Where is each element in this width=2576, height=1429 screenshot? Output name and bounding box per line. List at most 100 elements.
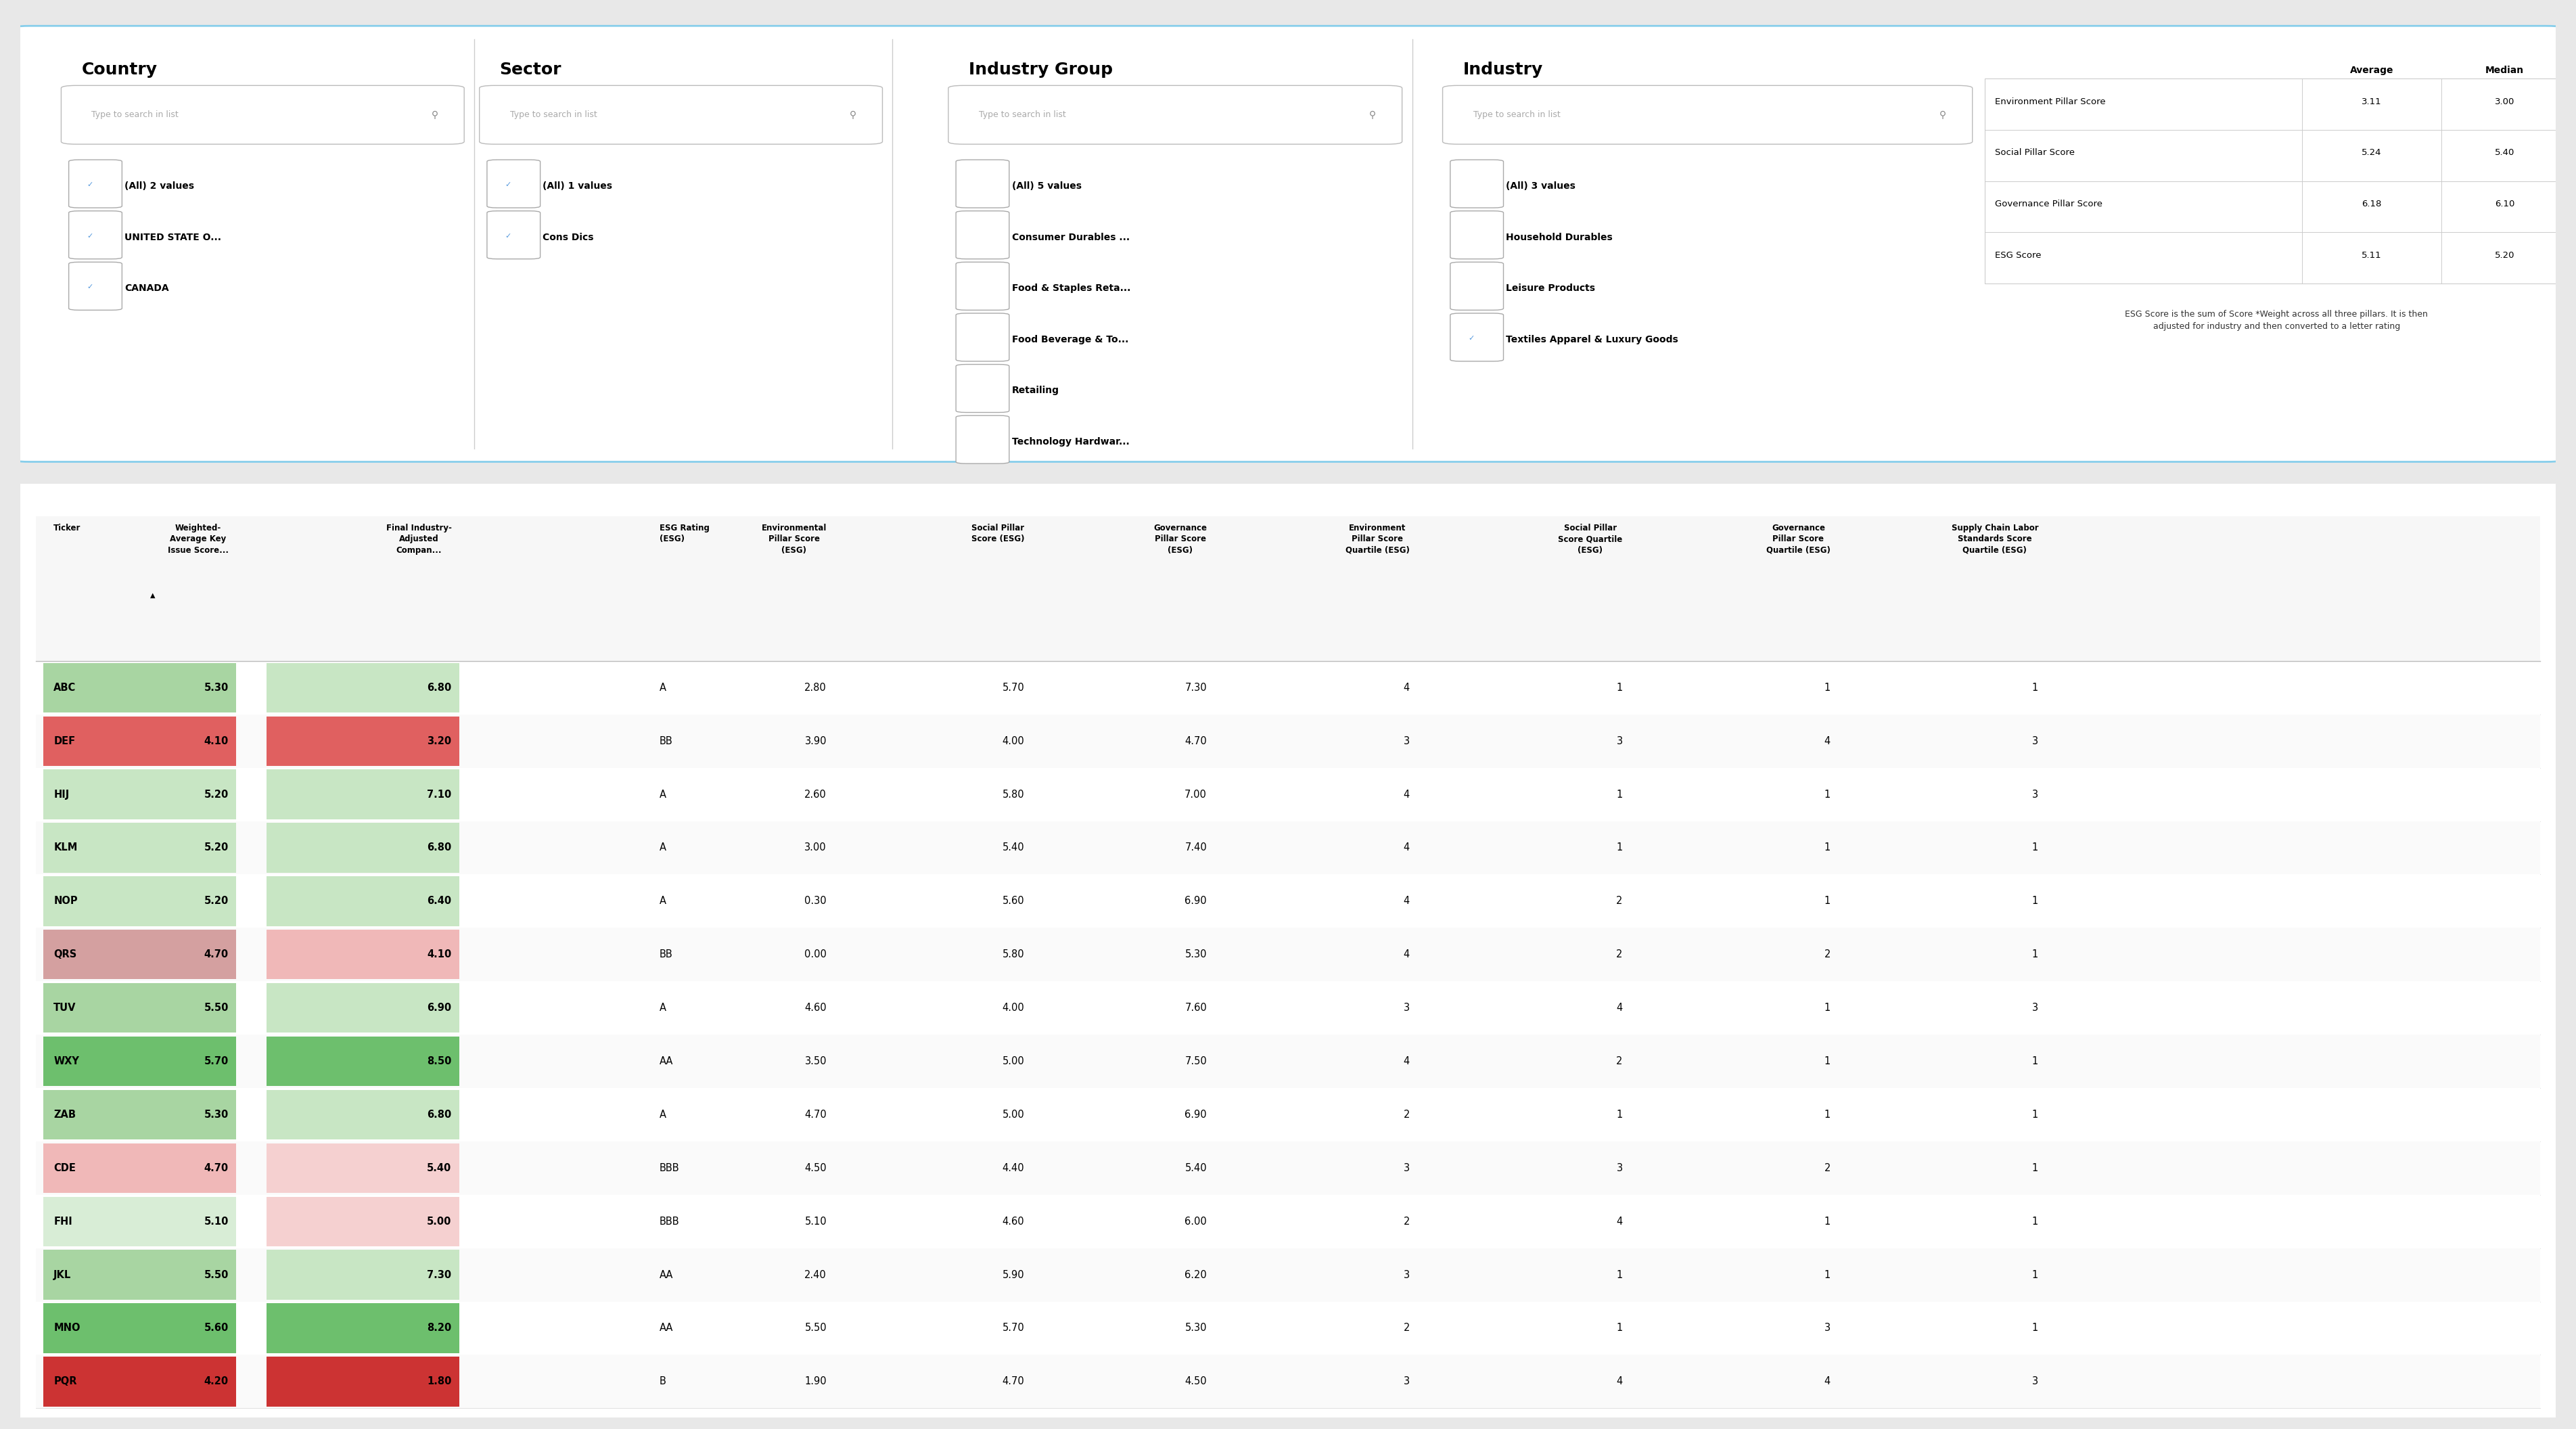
Text: 5.00: 5.00 bbox=[428, 1216, 451, 1226]
Text: 1: 1 bbox=[2032, 843, 2038, 853]
Bar bbox=[265, 770, 459, 819]
Text: 3.20: 3.20 bbox=[428, 736, 451, 746]
FancyBboxPatch shape bbox=[1450, 262, 1504, 310]
Text: 5.80: 5.80 bbox=[1002, 789, 1025, 799]
Bar bbox=[44, 663, 237, 713]
Text: 6.40: 6.40 bbox=[428, 896, 451, 906]
Text: 4.10: 4.10 bbox=[204, 736, 229, 746]
Text: BB: BB bbox=[659, 736, 672, 746]
Text: Type to search in list: Type to search in list bbox=[979, 110, 1066, 119]
Text: 4: 4 bbox=[1615, 1376, 1623, 1386]
Text: 7.10: 7.10 bbox=[428, 789, 451, 799]
Text: 3.00: 3.00 bbox=[2494, 97, 2514, 106]
Text: ✓: ✓ bbox=[88, 181, 93, 189]
Text: 3.00: 3.00 bbox=[804, 843, 827, 853]
Text: 5.50: 5.50 bbox=[204, 1270, 229, 1280]
Text: 5.00: 5.00 bbox=[1002, 1056, 1025, 1066]
Text: 5.40: 5.40 bbox=[428, 1163, 451, 1173]
Bar bbox=[36, 822, 2540, 875]
Text: BBB: BBB bbox=[659, 1216, 680, 1226]
Text: Average: Average bbox=[2349, 66, 2393, 76]
Text: 3: 3 bbox=[1404, 1270, 1409, 1280]
Text: 1: 1 bbox=[2032, 1109, 2038, 1120]
Text: 2: 2 bbox=[1824, 949, 1832, 960]
Text: 1: 1 bbox=[2032, 896, 2038, 906]
Text: Textiles Apparel & Luxury Goods: Textiles Apparel & Luxury Goods bbox=[1507, 334, 1680, 344]
Text: ESG Rating
(ESG): ESG Rating (ESG) bbox=[659, 523, 708, 543]
Text: 1: 1 bbox=[1824, 843, 1832, 853]
FancyBboxPatch shape bbox=[62, 86, 464, 144]
Bar bbox=[36, 982, 2540, 1035]
Text: 1: 1 bbox=[1824, 1216, 1832, 1226]
Bar bbox=[265, 1303, 459, 1353]
Bar bbox=[36, 1087, 2540, 1142]
Text: DEF: DEF bbox=[54, 736, 75, 746]
Bar bbox=[44, 930, 237, 979]
FancyBboxPatch shape bbox=[1450, 313, 1504, 362]
Text: PQR: PQR bbox=[54, 1376, 77, 1386]
Text: AA: AA bbox=[659, 1270, 672, 1280]
FancyBboxPatch shape bbox=[1450, 160, 1504, 207]
Text: ABC: ABC bbox=[54, 683, 77, 693]
Text: 4.00: 4.00 bbox=[1002, 736, 1025, 746]
FancyBboxPatch shape bbox=[956, 313, 1010, 362]
Text: 6.80: 6.80 bbox=[428, 1109, 451, 1120]
Text: 3: 3 bbox=[1615, 736, 1623, 746]
Text: Weighted-
Average Key
Issue Score...: Weighted- Average Key Issue Score... bbox=[167, 523, 229, 554]
Text: 4: 4 bbox=[1615, 1216, 1623, 1226]
Text: 4.70: 4.70 bbox=[804, 1109, 827, 1120]
Text: 3: 3 bbox=[1404, 1376, 1409, 1386]
Text: B: B bbox=[659, 1376, 667, 1386]
Text: A: A bbox=[659, 1003, 667, 1013]
Text: 6.90: 6.90 bbox=[1185, 896, 1208, 906]
Text: Type to search in list: Type to search in list bbox=[1473, 110, 1561, 119]
Text: HIJ: HIJ bbox=[54, 789, 70, 799]
FancyBboxPatch shape bbox=[948, 86, 1401, 144]
Text: 6.20: 6.20 bbox=[1185, 1270, 1208, 1280]
Text: Final Industry-
Adjusted
Compan...: Final Industry- Adjusted Compan... bbox=[386, 523, 451, 554]
Text: 5.40: 5.40 bbox=[1185, 1163, 1208, 1173]
Text: 5.70: 5.70 bbox=[1002, 683, 1025, 693]
Text: 1: 1 bbox=[2032, 1270, 2038, 1280]
Text: 1: 1 bbox=[1824, 1056, 1832, 1066]
Text: 5.70: 5.70 bbox=[204, 1056, 229, 1066]
Bar bbox=[265, 663, 459, 713]
Text: 1: 1 bbox=[1824, 1003, 1832, 1013]
Text: 3: 3 bbox=[1404, 1163, 1409, 1173]
Bar bbox=[36, 516, 2540, 662]
Text: ZAB: ZAB bbox=[54, 1109, 75, 1120]
Text: Leisure Products: Leisure Products bbox=[1507, 283, 1595, 293]
Bar bbox=[44, 823, 237, 873]
Bar bbox=[265, 1250, 459, 1299]
FancyBboxPatch shape bbox=[956, 211, 1010, 259]
Text: A: A bbox=[659, 1109, 667, 1120]
Bar bbox=[36, 1035, 2540, 1087]
Text: 0.00: 0.00 bbox=[804, 949, 827, 960]
Bar bbox=[36, 662, 2540, 714]
Text: A: A bbox=[659, 683, 667, 693]
Text: 4.70: 4.70 bbox=[1002, 1376, 1025, 1386]
Text: (All) 5 values: (All) 5 values bbox=[1012, 181, 1082, 190]
Bar bbox=[265, 823, 459, 873]
Text: Median: Median bbox=[2486, 66, 2524, 76]
Text: A: A bbox=[659, 896, 667, 906]
Text: 5.80: 5.80 bbox=[1002, 949, 1025, 960]
Text: 5.20: 5.20 bbox=[2494, 250, 2514, 260]
Text: Technology Hardwar...: Technology Hardwar... bbox=[1012, 437, 1128, 446]
Bar bbox=[36, 1248, 2540, 1302]
Text: 2: 2 bbox=[1824, 1163, 1832, 1173]
Text: 1: 1 bbox=[1615, 843, 1623, 853]
Text: Governance Pillar Score: Governance Pillar Score bbox=[1996, 200, 2102, 209]
Text: BBB: BBB bbox=[659, 1163, 680, 1173]
Bar bbox=[265, 1356, 459, 1406]
Text: 5.70: 5.70 bbox=[1002, 1323, 1025, 1333]
FancyBboxPatch shape bbox=[1450, 211, 1504, 259]
Text: 1: 1 bbox=[2032, 1216, 2038, 1226]
Text: ESG Score is the sum of Score *Weight across all three pillars. It is then
adjus: ESG Score is the sum of Score *Weight ac… bbox=[2125, 310, 2429, 332]
Text: 4.50: 4.50 bbox=[804, 1163, 827, 1173]
Text: 4: 4 bbox=[1404, 683, 1409, 693]
Text: (All) 1 values: (All) 1 values bbox=[544, 181, 613, 190]
Text: 5.30: 5.30 bbox=[204, 1109, 229, 1120]
Text: A: A bbox=[659, 843, 667, 853]
Text: Governance
Pillar Score
(ESG): Governance Pillar Score (ESG) bbox=[1154, 523, 1208, 554]
